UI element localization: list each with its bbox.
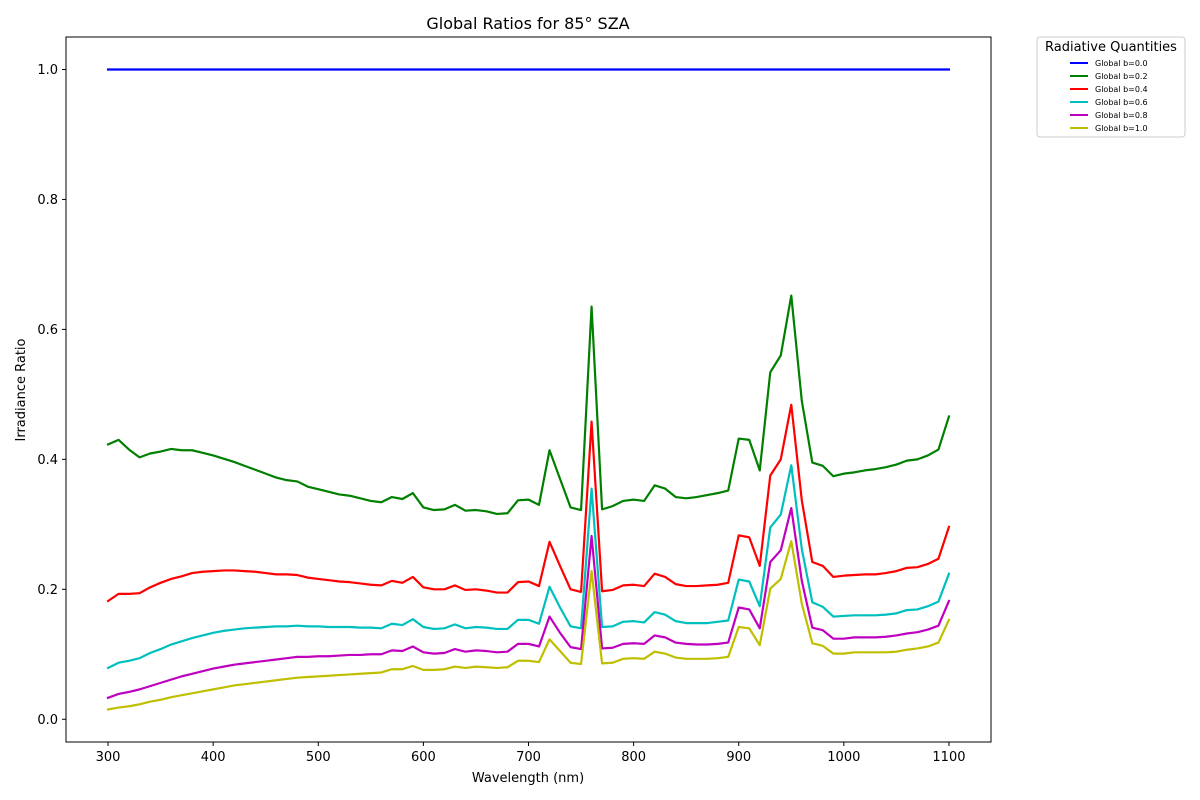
y-tick-label-1: 0.2 (37, 583, 58, 598)
legend-title: Radiative Quantities (1045, 40, 1177, 55)
legend-label-3: Global b=0.6 (1095, 98, 1148, 107)
x-tick-label-1: 400 (201, 750, 226, 765)
x-tick-label-8: 1100 (932, 750, 965, 765)
y-tick-label-3: 0.6 (37, 323, 58, 338)
x-axis-title: Wavelength (nm) (472, 771, 584, 786)
series-line-5 (106, 540, 951, 711)
y-axis-title: Irradiance Ratio (14, 338, 29, 441)
x-tick-label-2: 500 (306, 750, 331, 765)
series-line-4 (106, 506, 951, 700)
axes-frame (65, 36, 992, 743)
legend-label-0: Global b=0.0 (1095, 59, 1148, 68)
series-line-2 (106, 403, 951, 603)
series-line-1 (106, 294, 951, 516)
x-tick-label-0: 300 (96, 750, 121, 765)
chart-title: Global Ratios for 85° SZA (426, 14, 629, 33)
y-tick-label-0: 0.0 (37, 713, 58, 728)
legend-label-5: Global b=1.0 (1095, 124, 1148, 133)
legend-label-1: Global b=0.2 (1095, 72, 1148, 81)
x-tick-label-5: 800 (621, 750, 646, 765)
series-line-3 (106, 464, 951, 670)
legend-label-4: Global b=0.8 (1095, 111, 1148, 120)
y-tick-label-4: 0.8 (37, 193, 58, 208)
y-tick-label-2: 0.4 (37, 453, 58, 468)
plot-area: 300 400 500 600 700 800 900 1000 1100 0.0 0.2 0.4 0.… (37, 36, 992, 765)
x-tick-label-3: 600 (411, 750, 436, 765)
x-tick-label-4: 700 (516, 750, 541, 765)
legend: Radiative Quantities Global b=0.0Global … (1036, 36, 1186, 138)
y-tick-label-5: 1.0 (37, 63, 58, 78)
legend-label-2: Global b=0.4 (1095, 85, 1148, 94)
x-tick-label-6: 900 (726, 750, 751, 765)
legend-items: Global b=0.0 Global b=0.2 Global b=0.4 Glob… (1070, 59, 1148, 133)
x-tick-label-7: 1000 (827, 750, 860, 765)
